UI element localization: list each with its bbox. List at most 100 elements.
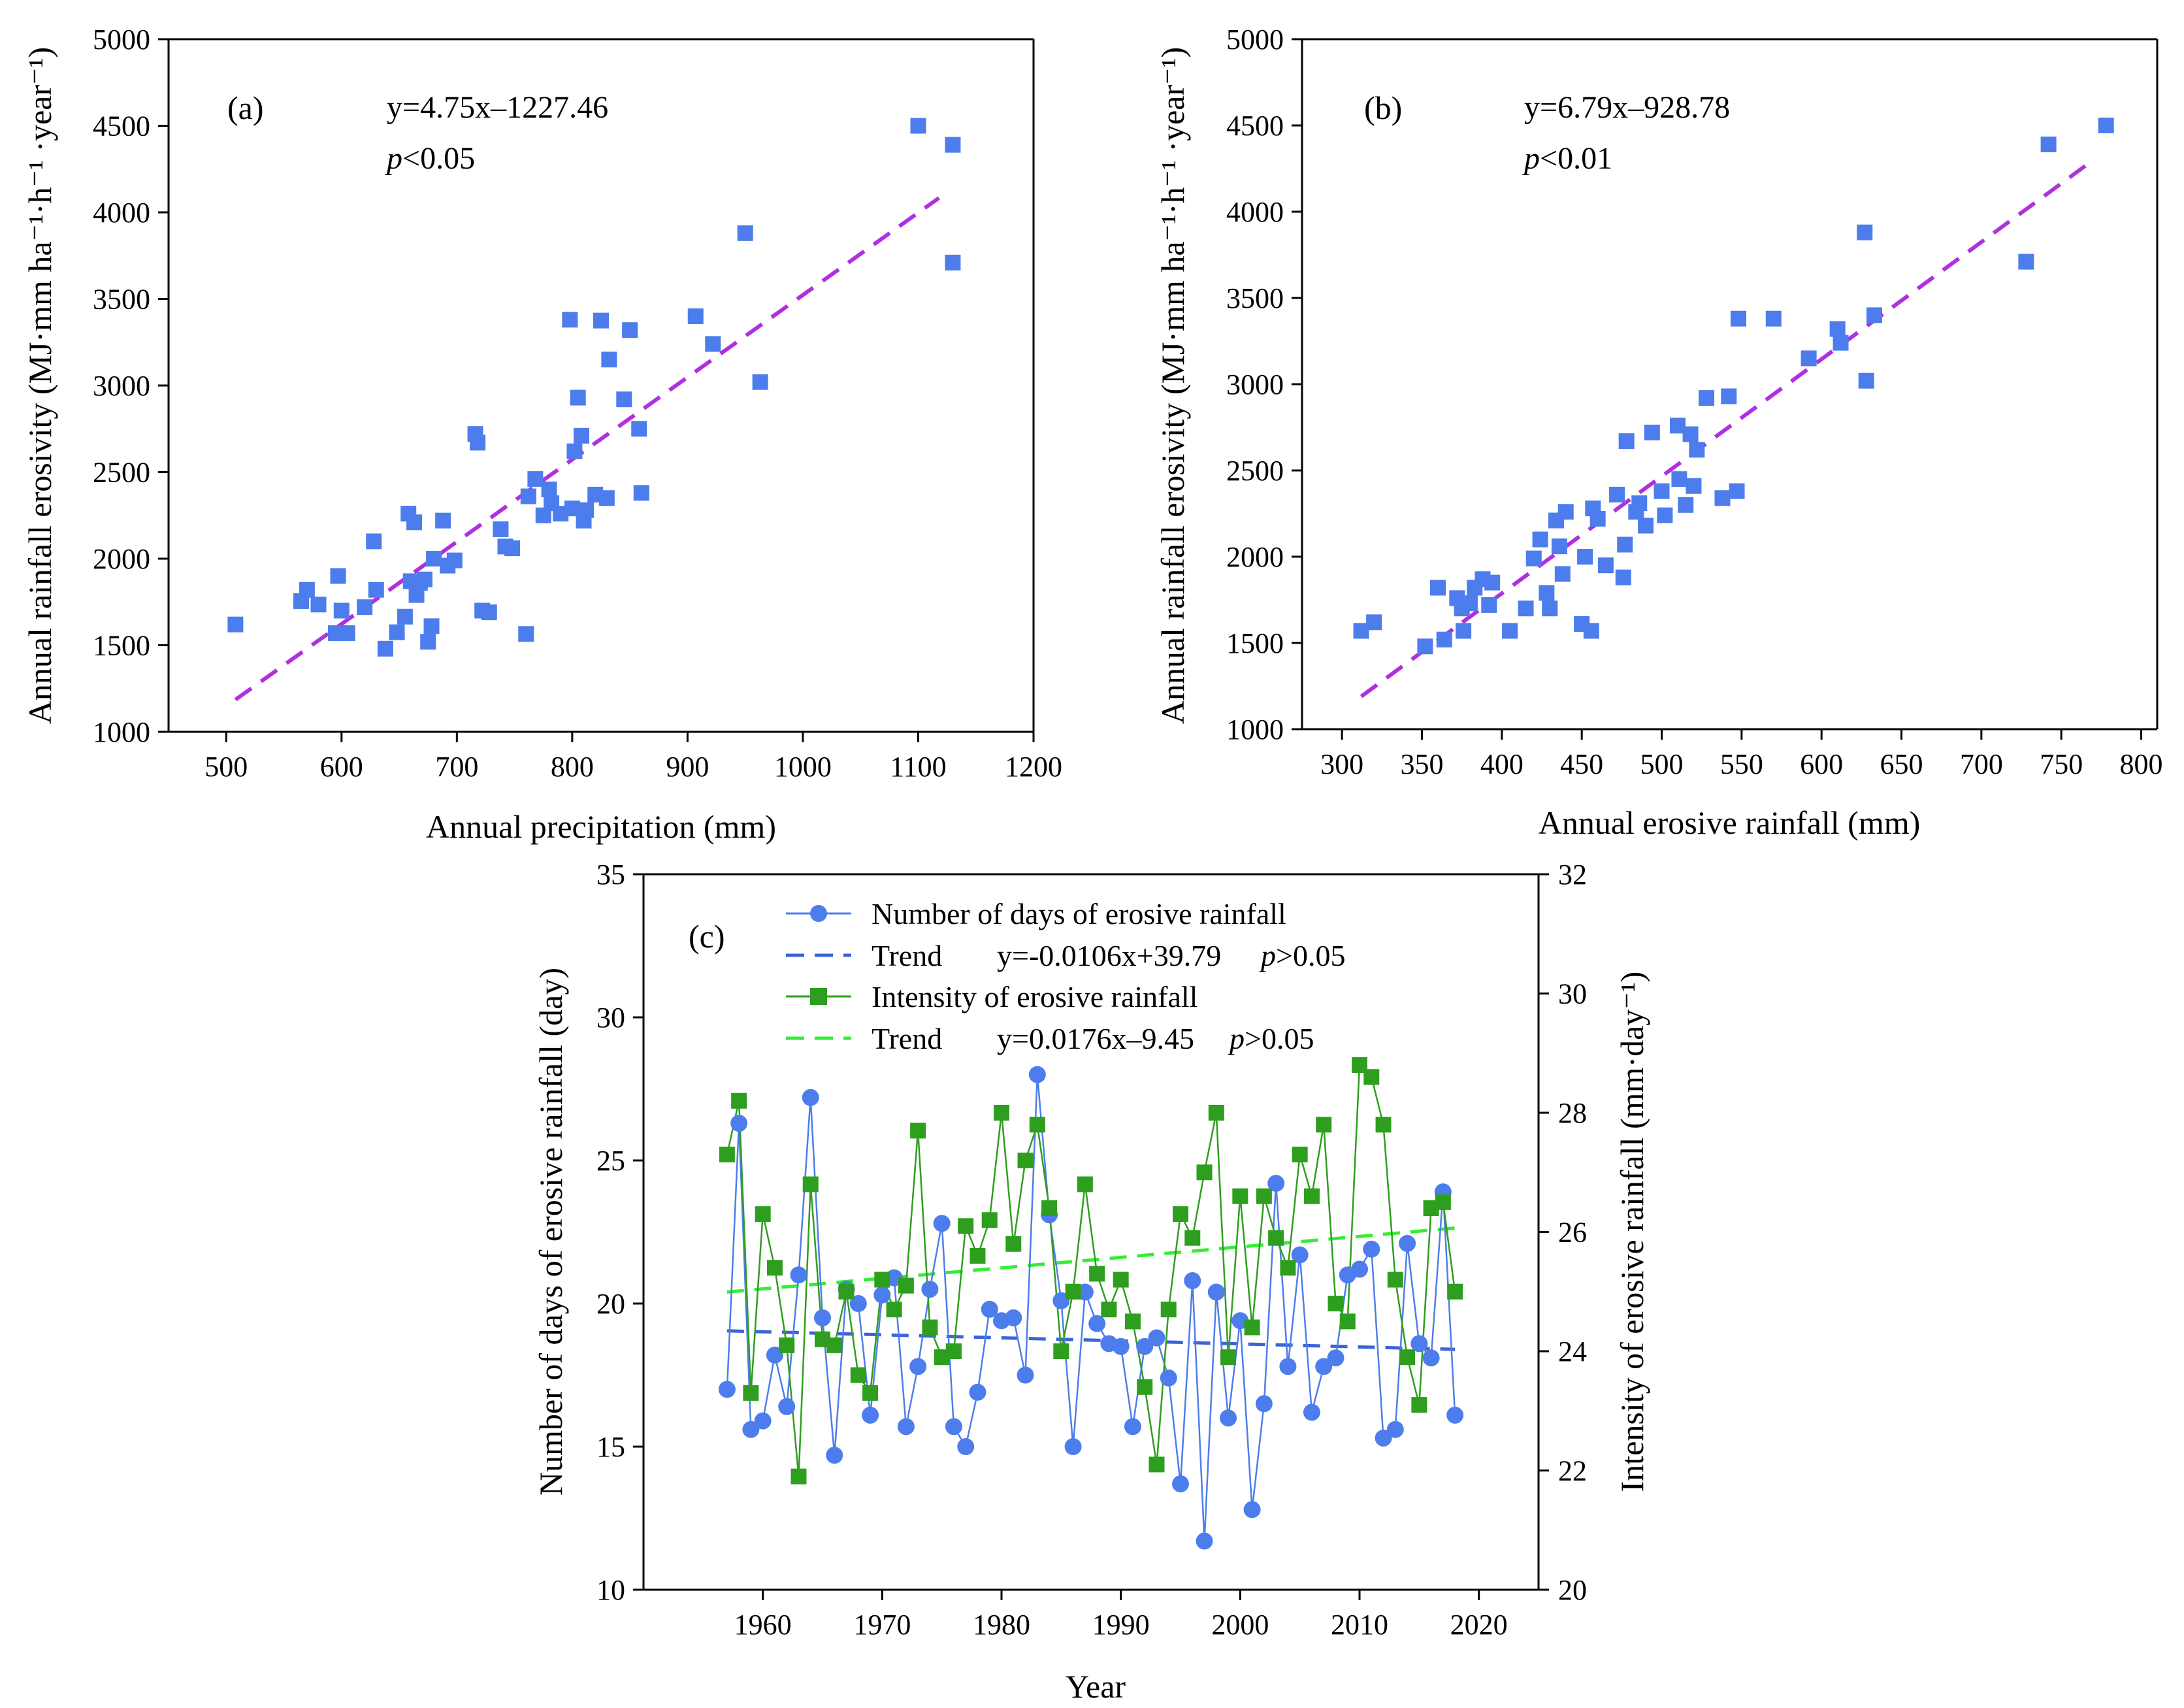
panel-b-point <box>1866 307 1882 323</box>
panel-b-point <box>1481 597 1497 613</box>
panel-a-ytick-label: 3000 <box>93 370 150 402</box>
panel-a-point <box>446 552 463 568</box>
panel-a-point <box>601 352 617 368</box>
panel-c-intensity-point <box>1244 1319 1260 1336</box>
panel-c-ytick-right-label: 32 <box>1558 859 1587 891</box>
panel-c-intensity-point <box>1137 1379 1153 1395</box>
panel-a-point <box>598 490 615 506</box>
panel-b-point <box>1532 531 1548 548</box>
panel-b-point <box>1366 614 1382 631</box>
panel-b-xtick-label: 800 <box>2120 748 2163 780</box>
panel-a-ytick-label: 4500 <box>93 110 150 142</box>
panel-c-ticks: 1960 1970 1980 1990 2000 2010 2020 10 15 20 25 30 35… <box>596 859 1587 1641</box>
panel-c-intensity-point <box>1268 1230 1284 1246</box>
panel-c-intensity-point <box>1292 1146 1308 1162</box>
panel-b-point <box>1829 321 1846 337</box>
panel-c-days-point <box>1315 1358 1333 1375</box>
panel-a-xtick-label: 1000 <box>774 751 832 783</box>
panel-a-point <box>631 421 647 437</box>
panel-c-intensity-point <box>1196 1164 1213 1181</box>
panel-b-ticks: 300 350 400 450 500 550 600 650 700 750 800 1000 150… <box>1226 24 2163 780</box>
panel-b-point <box>1857 224 1873 240</box>
legend-days-trend-pvalue: p>0.05 <box>1259 939 1345 972</box>
panel-c-ytick-left-label: 35 <box>596 859 625 891</box>
panel-b-ytick-label: 5000 <box>1226 24 1284 56</box>
panel-b-point <box>1638 517 1654 534</box>
panel-a-point <box>397 608 413 625</box>
panel-b-point <box>2098 118 2114 133</box>
panel-b-point <box>1583 623 1599 639</box>
panel-a-label: (a) <box>227 90 264 126</box>
panel-b-xtick-label: 700 <box>1960 748 2003 780</box>
panel-b-point <box>1721 388 1737 404</box>
panel-c-days-point <box>1267 1175 1285 1192</box>
panel-c-days-point <box>1399 1235 1416 1253</box>
panel-b-point <box>1417 638 1433 655</box>
panel-b-point <box>1456 623 1472 639</box>
panel-a-xlabel: Annual precipitation (mm) <box>426 808 776 845</box>
panel-b-point <box>1682 426 1699 442</box>
panel-b-point <box>1461 595 1478 612</box>
panel-c-intensity-point <box>898 1277 914 1294</box>
legend-days-trend-label: Trend <box>872 939 942 972</box>
panel-b-point <box>1617 536 1633 553</box>
panel-c-intensity-point <box>1447 1283 1463 1300</box>
panel-c-days-point <box>1363 1240 1380 1258</box>
panel-b-trend-line <box>1360 158 2094 698</box>
panel-a-point <box>622 322 638 338</box>
panel-b-point <box>1589 510 1606 527</box>
panel-c-days-point <box>790 1266 807 1284</box>
panel-a-point <box>737 225 753 241</box>
panel-c-days-point <box>1243 1501 1261 1519</box>
panel-a-point <box>945 254 961 271</box>
legend-intensity-trend-p-symbol: p <box>1228 1022 1245 1055</box>
panel-c-intensity-point <box>1005 1236 1022 1252</box>
panel-c-legend: Number of days of erosive rainfall Trend… <box>786 897 1345 1055</box>
panel-c-intensity-point <box>1184 1230 1201 1246</box>
panel-c-intensity-point <box>826 1337 843 1353</box>
panel-b-point <box>1577 549 1593 565</box>
panel-c-days-point <box>1005 1309 1022 1326</box>
panel-c-days-point <box>1303 1404 1320 1421</box>
panel-c-intensity-point <box>1149 1456 1165 1473</box>
panel-a-xtick-label: 1100 <box>890 751 946 783</box>
panel-c-days-point <box>754 1412 772 1430</box>
panel-c-ytick-left-label: 20 <box>596 1288 625 1320</box>
panel-c-days-point <box>862 1406 879 1424</box>
panel-c-intensity-point <box>1339 1313 1356 1330</box>
panel-c-ytick-right-label: 24 <box>1558 1336 1587 1368</box>
panel-a-point <box>435 512 451 529</box>
panel-c-xtick-label: 2020 <box>1450 1609 1508 1641</box>
panel-b-point <box>1539 585 1555 601</box>
panel-a-xtick-label: 1200 <box>1005 751 1062 783</box>
panel-c-days-point <box>1136 1338 1154 1355</box>
panel-b-point <box>2040 137 2057 153</box>
panel-c-intensity-point <box>1101 1302 1117 1318</box>
panel-c-intensity-point <box>1328 1296 1344 1311</box>
panel-b-point <box>1615 569 1631 585</box>
panel-b: 300 350 400 450 500 550 600 650 700 750 800 1000 150… <box>1154 24 2163 841</box>
panel-c-days-point <box>897 1418 915 1436</box>
panel-c-intensity-point <box>790 1468 807 1485</box>
panel-a-ticks: 500 600 700 800 900 1000 1100 1200 1000 1500 2000 2… <box>93 24 1062 783</box>
panel-c-intensity-point <box>1053 1343 1069 1359</box>
panel-b-point <box>1729 483 1745 499</box>
panel-a-point <box>566 443 583 459</box>
panel-c-intensity-point <box>838 1283 855 1300</box>
panel-a-point <box>578 502 595 518</box>
panel-a-point <box>333 602 350 619</box>
panel-b-point <box>1551 538 1567 555</box>
panel-b-xtick-label: 750 <box>2040 748 2083 780</box>
panel-c-days-point <box>742 1421 760 1438</box>
panel-a-points <box>227 118 961 657</box>
panel-c-days-point <box>730 1115 748 1132</box>
panel-b-label: (b) <box>1364 90 1402 126</box>
panel-c-days-point <box>826 1447 843 1464</box>
panel-a-point <box>593 312 609 329</box>
panel-c-intensity-point <box>1041 1200 1058 1216</box>
panel-c-ytick-right-label: 28 <box>1558 1097 1587 1129</box>
legend-intensity-trend-equation: y=0.0176x–9.45 <box>997 1022 1194 1055</box>
panel-a-point <box>420 634 436 650</box>
panel-c-ytick-right-label: 30 <box>1558 978 1587 1010</box>
panel-a-point <box>493 521 509 537</box>
